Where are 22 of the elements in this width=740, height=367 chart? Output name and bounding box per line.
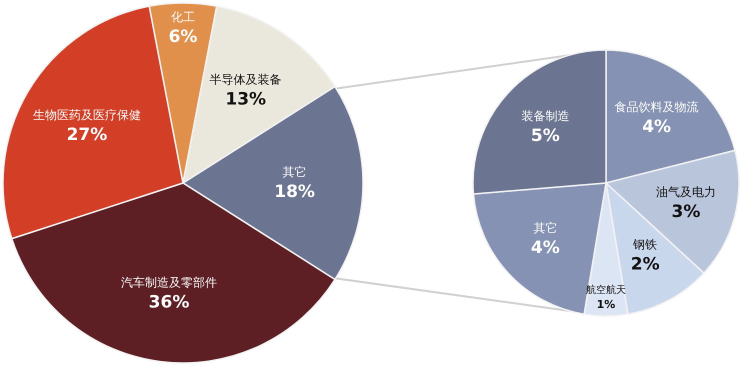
slice-label: 食品饮料及物流 [614,100,699,114]
slice-label: 汽车制造及零部件 [121,276,218,290]
slice-label: 其它 [282,165,307,179]
slice-label: 装备制造 [521,109,570,124]
data-label: 1% [596,298,616,311]
slice-label: 油气及电力 [656,185,716,200]
data-label: 3% [672,202,700,222]
data-label: 27% [66,125,108,146]
slice-label: 生物医药及医疗保健 [32,108,141,122]
data-label: 4% [530,238,560,258]
slice-label: 钢铁 [632,238,658,252]
slice-label: 航空航天 [586,284,626,296]
slice-label: 化工 [171,10,195,24]
data-label: 6% [168,27,198,48]
data-label: 13% [225,90,266,110]
slice-label: 其它 [533,220,558,235]
slice-label: 半导体及装备 [210,72,282,87]
data-label: 36% [148,292,190,313]
data-label: 5% [530,126,560,146]
data-label: 18% [274,182,315,202]
data-label: 2% [630,254,660,275]
data-label: 4% [642,116,672,137]
